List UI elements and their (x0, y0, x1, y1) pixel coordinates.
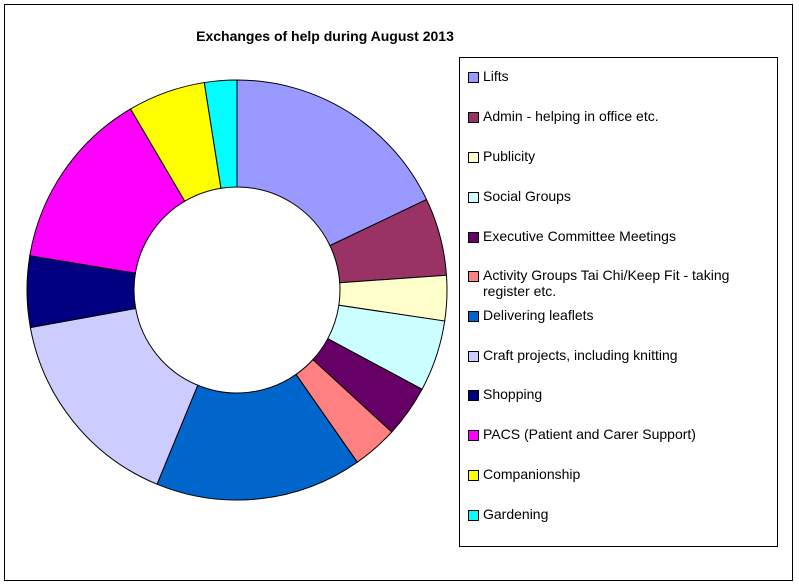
legend-swatch (468, 112, 479, 123)
legend-item: PACS (Patient and Carer Support) (468, 426, 768, 442)
legend-item: Publicity (468, 148, 768, 164)
legend-label: Lifts (483, 68, 509, 84)
legend-label: Activity Groups Tai Chi/Keep Fit - takin… (483, 267, 730, 299)
slice-gardening (203, 79, 238, 189)
legend-item: Craft projects, including knitting (468, 347, 768, 363)
legend-item: Shopping (468, 386, 768, 402)
legend-item: Admin - helping in office etc. (468, 108, 768, 124)
donut-chart (26, 79, 448, 501)
legend-swatch (468, 351, 479, 362)
legend-label: PACS (Patient and Carer Support) (483, 426, 696, 442)
slice-craft-projects-including-knitting (29, 307, 199, 485)
legend: Lifts Admin - helping in office etc. Publi… (459, 57, 778, 547)
legend-label: Executive Committee Meetings (483, 228, 676, 244)
legend-label: Craft projects, including knitting (483, 347, 678, 363)
legend-swatch (468, 152, 479, 163)
legend-label: Companionship (483, 466, 581, 482)
legend-label: Gardening (483, 506, 549, 522)
legend-label: Delivering leaflets (483, 307, 594, 323)
legend-swatch (468, 470, 479, 481)
legend-swatch (468, 72, 479, 83)
legend-item: Delivering leaflets (468, 307, 768, 323)
chart-title: Exchanges of help during August 2013 (196, 28, 454, 44)
legend-label: Social Groups (483, 188, 571, 204)
slice-pacs-patient-and-carer-support (29, 108, 186, 274)
legend-swatch (468, 390, 479, 401)
legend-item: Gardening (468, 506, 768, 522)
legend-item: Executive Committee Meetings (468, 228, 768, 244)
legend-swatch (468, 271, 479, 282)
slice-lifts (236, 79, 428, 247)
slice-delivering-leaflets (156, 373, 358, 501)
legend-swatch (468, 311, 479, 322)
legend-swatch (468, 192, 479, 203)
legend-swatch (468, 232, 479, 243)
legend-label: Publicity (483, 148, 536, 164)
legend-swatch (468, 510, 479, 521)
legend-item: Lifts (468, 68, 768, 84)
legend-item: Companionship (468, 466, 768, 482)
legend-label: Admin - helping in office etc. (483, 108, 659, 124)
legend-item: Activity Groups Tai Chi/Keep Fit - takin… (468, 267, 768, 299)
legend-swatch (468, 430, 479, 441)
legend-label: Shopping (483, 386, 543, 402)
legend-item: Social Groups (468, 188, 768, 204)
